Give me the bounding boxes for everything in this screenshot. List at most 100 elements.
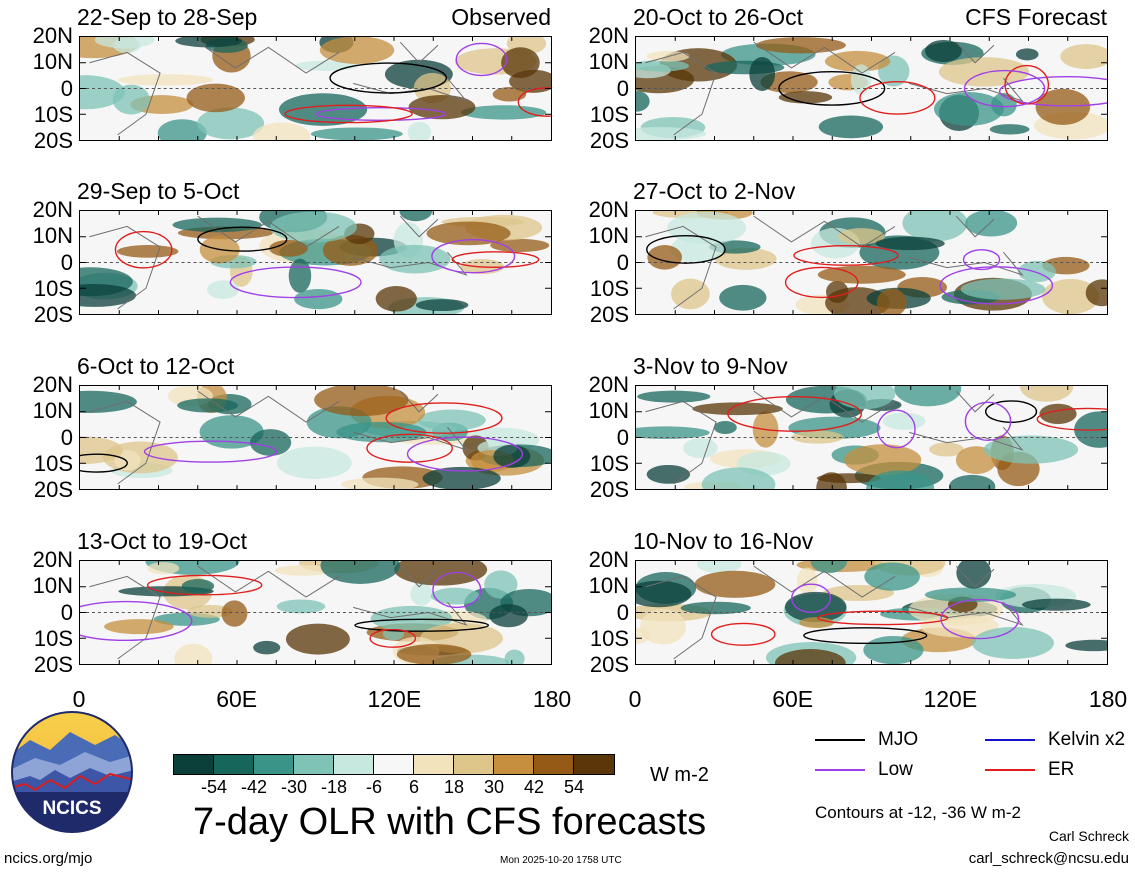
olr-anomaly (394, 561, 488, 586)
olr-anomaly (375, 286, 417, 312)
olr-anomaly (276, 446, 352, 479)
latitude-tick-label: 20S (33, 477, 73, 502)
olr-anomaly (175, 37, 243, 48)
wave-contour (646, 235, 726, 264)
olr-anomaly (1035, 88, 1091, 125)
legend-label: MJO (878, 729, 919, 750)
wave-contour (385, 402, 503, 434)
colorbar-label: 30 (483, 777, 505, 797)
olr-anomaly (882, 412, 926, 430)
latitude-tick-label: 20S (589, 128, 629, 153)
coastline (753, 41, 896, 74)
latitude-tick-label: 0 (616, 599, 629, 625)
olr-anomaly (784, 591, 847, 623)
wave-contour (451, 251, 540, 268)
coastline (645, 51, 717, 136)
olr-anomaly (252, 122, 311, 140)
olr-anomaly (822, 585, 895, 601)
wave-contour (369, 628, 417, 648)
olr-anomaly (713, 421, 737, 434)
coastline (399, 390, 439, 413)
panel-tag: Observed (451, 4, 551, 30)
olr-anomaly (314, 386, 409, 417)
olr-anomaly (249, 429, 292, 456)
olr-anomaly (636, 426, 710, 439)
coastline (197, 390, 340, 423)
coastline (399, 215, 439, 238)
olr-anomaly (1041, 278, 1100, 314)
colorbar-swatch (374, 755, 414, 774)
olr-anomaly (104, 619, 174, 635)
coastline (645, 575, 717, 660)
olr-anomaly (221, 600, 248, 627)
coastline (955, 41, 995, 64)
coastline (955, 215, 995, 238)
legend-swatch (815, 769, 865, 771)
olr-anomaly (426, 221, 511, 246)
coastline (197, 565, 340, 598)
olr-field (636, 386, 1107, 489)
olr-anomaly (902, 211, 968, 242)
coastline (399, 565, 439, 588)
olr-anomaly (934, 92, 1004, 126)
olr-anomaly (199, 415, 264, 449)
olr-anomaly (276, 599, 326, 614)
olr-anomaly (844, 444, 922, 476)
olr-anomaly (80, 283, 137, 307)
wave-contour (876, 409, 916, 449)
olr-anomaly (810, 561, 848, 574)
olr-anomaly (965, 211, 1018, 237)
olr-anomaly (270, 211, 357, 243)
colorbar-swatch (294, 755, 334, 774)
coastline (753, 390, 896, 423)
olr-anomaly (875, 236, 945, 251)
olr-field (636, 37, 1107, 140)
olr-anomaly (501, 47, 540, 79)
olr-anomaly (492, 87, 527, 102)
coastline (89, 225, 161, 310)
colorbar-swatch (254, 755, 294, 774)
wave-contour (998, 75, 1107, 107)
olr-anomaly (636, 580, 692, 608)
longitude-tick-label: 0 (628, 686, 642, 712)
olr-anomaly (796, 567, 818, 595)
olr-anomaly (636, 127, 707, 140)
footer-url[interactable]: ncics.org/mjo (4, 850, 93, 867)
contour-note: Contours at -12, -36 W m-2 (815, 803, 1021, 822)
olr-anomaly (639, 609, 686, 645)
olr-anomaly (850, 64, 872, 95)
colorbar-swatch (174, 755, 214, 774)
olr-anomaly (1019, 386, 1074, 402)
olr-anomaly (701, 467, 776, 489)
olr-anomaly (489, 604, 528, 628)
wave-contour (229, 266, 362, 299)
colorbar-swatch (414, 755, 454, 774)
latitude-tick-label: 20N (588, 197, 629, 222)
coastline (645, 400, 717, 485)
olr-anomaly (719, 284, 767, 311)
panel-title: 3-Nov to 9-Nov (633, 353, 788, 379)
olr-anomaly (1017, 260, 1056, 283)
olr-anomaly (415, 299, 469, 312)
olr-map-panel (79, 385, 552, 490)
panel-tag: CFS Forecast (965, 4, 1107, 30)
colorbar-swatch (534, 755, 574, 774)
latitude-tick-label: 0 (60, 249, 73, 275)
olr-anomaly (647, 245, 683, 270)
olr-anomaly (696, 561, 742, 574)
latitude-tick-label: 10N (588, 573, 629, 599)
olr-anomaly (80, 390, 137, 413)
olr-anomaly (174, 643, 213, 664)
wave-contour (80, 600, 193, 642)
wave-contour (455, 42, 508, 77)
colorbar-swatch (494, 755, 534, 774)
olr-anomaly (1085, 279, 1107, 307)
latitude-tick-label: 0 (60, 424, 73, 450)
latitude-tick-label: 20S (589, 302, 629, 327)
olr-anomaly (864, 562, 920, 591)
panel-title: 10-Nov to 16-Nov (633, 528, 814, 554)
latitude-tick-label: 10N (32, 223, 73, 249)
olr-anomaly (671, 278, 710, 310)
author-name: Carl Schreck (1048, 828, 1129, 844)
olr-anomaly (866, 470, 935, 489)
